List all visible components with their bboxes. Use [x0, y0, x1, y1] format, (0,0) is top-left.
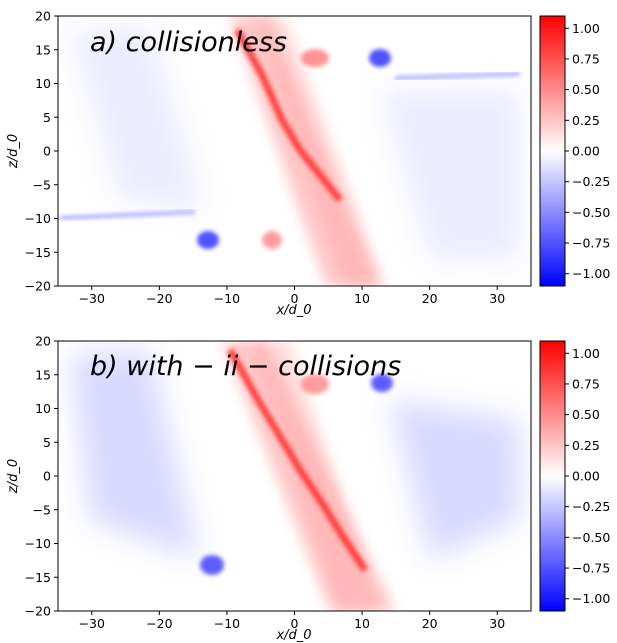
panel-title: a) collisionless	[90, 27, 287, 58]
colorbar-gradient	[539, 340, 566, 612]
x-tick-label: −10	[214, 291, 240, 306]
x-tick-label: 30	[489, 291, 505, 306]
y-tick-label: 5	[43, 110, 51, 125]
y-axis-label: z/d_0	[6, 134, 21, 169]
heatmap-field	[59, 16, 521, 286]
y-ticks: −20 −15 −10 −5 0 5 10 15 20	[25, 334, 58, 619]
y-tick-label: −20	[25, 604, 51, 619]
panel-title: b) with − ii − collisions	[90, 351, 401, 382]
colorbar-tick-label: 0.75	[572, 376, 600, 391]
y-tick-label: 5	[43, 435, 51, 450]
y-tick-label: 15	[35, 367, 51, 382]
colorbar-gradient	[539, 15, 566, 287]
x-tick-label: 30	[489, 616, 505, 631]
y-tick-label: −5	[33, 502, 51, 517]
y-tick-label: 0	[43, 144, 51, 159]
colorbar-ticks: 1.00 0.75 0.50 0.25 0.00 −0.25 −0.50 −0.75 −1.00	[565, 21, 610, 281]
colorbar-ticks: 1.00 0.75 0.50 0.25 0.00 −0.25 −0.50 −0.75 −1.00	[565, 346, 610, 606]
y-tick-label: −15	[25, 570, 51, 585]
colorbar-tick-label: −1.00	[572, 591, 610, 606]
colorbar-tick-label: 0.25	[572, 438, 600, 453]
y-tick-label: −20	[25, 279, 51, 294]
y-tick-label: −10	[25, 211, 51, 226]
colorbar-tick-label: 0.00	[572, 469, 600, 484]
colorbar-tick-label: −0.75	[572, 236, 610, 251]
x-ticks: −30 −20 −10 0 10 20 30	[79, 286, 505, 306]
y-tick-label: 10	[35, 76, 51, 91]
x-tick-label: 20	[422, 616, 438, 631]
x-tick-label: −30	[79, 616, 105, 631]
colorbar-tick-label: 1.00	[572, 346, 600, 361]
colorbar-tick-label: −0.25	[572, 499, 610, 514]
colorbar-tick-label: 0.50	[572, 407, 600, 422]
colorbar-tick-label: 0.00	[572, 144, 600, 159]
colorbar-tick-label: −0.25	[572, 174, 610, 189]
colorbar-tick-label: −0.50	[572, 530, 610, 545]
y-axis-label: z/d_0	[6, 459, 21, 494]
x-tick-label: 0	[291, 291, 299, 306]
x-tick-label: 20	[422, 291, 438, 306]
x-axis-label: x/d_0	[275, 303, 311, 318]
colorbar-tick-label: 0.50	[572, 82, 600, 97]
x-axis-label: x/d_0	[275, 628, 311, 643]
heatmap-field	[70, 341, 520, 611]
colorbar: 1.00 0.75 0.50 0.25 0.00 −0.25 −0.50 −0.75 −1.00	[539, 15, 610, 287]
colorbar-tick-label: 1.00	[572, 21, 600, 36]
colorbar-tick-label: −1.00	[572, 266, 610, 281]
x-tick-label: −20	[146, 616, 172, 631]
colorbar-tick-label: 0.75	[572, 51, 600, 66]
y-tick-label: 20	[35, 9, 51, 24]
x-tick-label: 10	[354, 616, 370, 631]
x-tick-label: −30	[79, 291, 105, 306]
colorbar: 1.00 0.75 0.50 0.25 0.00 −0.25 −0.50 −0.75 −1.00	[539, 340, 610, 612]
y-tick-label: −15	[25, 245, 51, 260]
x-tick-label: 0	[291, 616, 299, 631]
x-tick-label: −20	[146, 291, 172, 306]
y-tick-label: −10	[25, 536, 51, 551]
y-ticks: −20 −15 −10 −5 0 5 10 15 20	[25, 9, 58, 294]
x-tick-label: −10	[214, 616, 240, 631]
panel-b: b) with − ii − collisions −30 −20 −10 0 10 20…	[6, 334, 610, 643]
x-ticks: −30 −20 −10 0 10 20 30	[79, 611, 505, 631]
panel-a: a) collisionless −30 −20 −10 0 10 20 30 −20 −15…	[6, 9, 610, 319]
x-tick-label: 10	[354, 291, 370, 306]
colorbar-tick-label: −0.75	[572, 561, 610, 576]
colorbar-tick-label: 0.25	[572, 113, 600, 128]
y-tick-label: 15	[35, 42, 51, 57]
y-tick-label: 0	[43, 469, 51, 484]
y-tick-label: 10	[35, 401, 51, 416]
colorbar-tick-label: −0.50	[572, 205, 610, 220]
y-tick-label: 20	[35, 334, 51, 349]
y-tick-label: −5	[33, 177, 51, 192]
